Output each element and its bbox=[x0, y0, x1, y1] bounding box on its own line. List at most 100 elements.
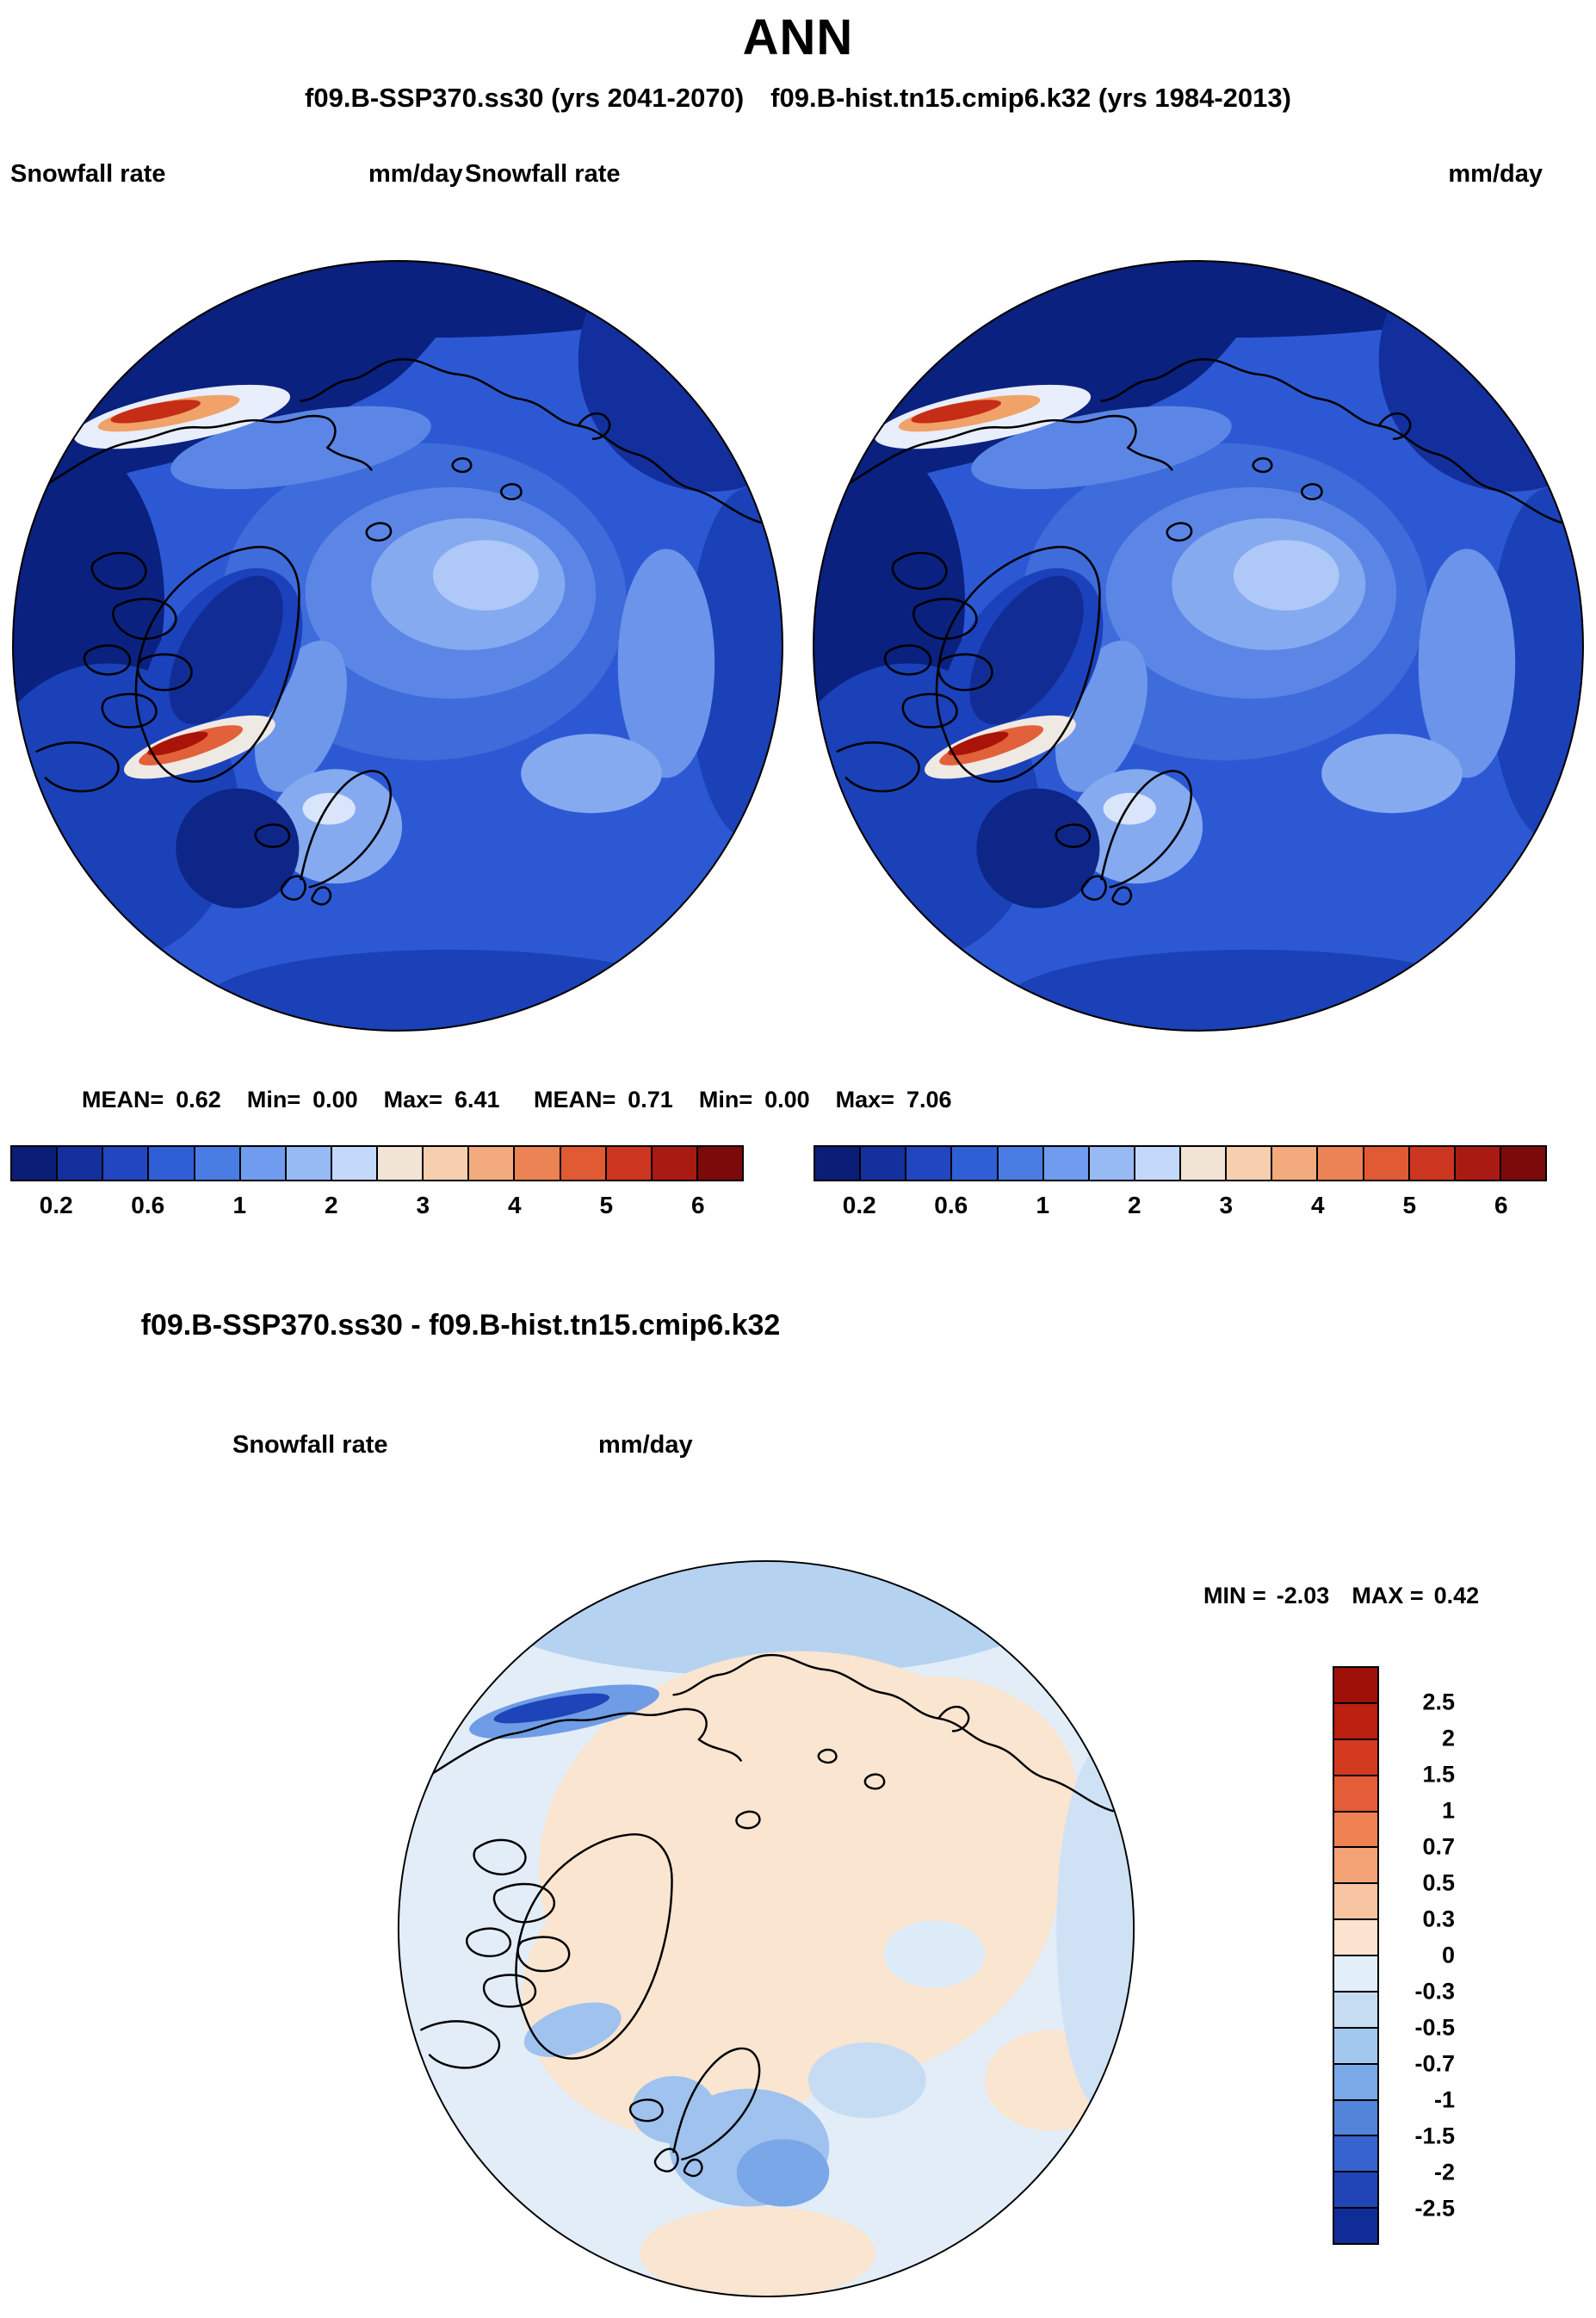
colorbar-segment bbox=[1334, 2064, 1377, 2101]
colorbar-segment bbox=[424, 1147, 470, 1180]
panel1-mean-label: MEAN= bbox=[82, 1087, 164, 1113]
diff-stats: MIN = -2.03 MAX = 0.42 bbox=[1203, 1583, 1501, 1609]
colorbar-segment bbox=[286, 1147, 332, 1180]
panel2-stats: MEAN= 0.71 Min= 0.00 Max= 7.06 bbox=[534, 1087, 978, 1113]
colorbar-tick-label: 1 bbox=[232, 1192, 247, 1218]
colorbar-segment bbox=[149, 1147, 195, 1180]
diff-title: f09.B-SSP370.ss30 - f09.B-hist.tn15.cmip… bbox=[140, 1309, 781, 1342]
colorbar-segment bbox=[1089, 1147, 1135, 1180]
diff-colorbar-label: 1 bbox=[1441, 1797, 1455, 1824]
panel1-max-value: 6.41 bbox=[454, 1087, 500, 1113]
panel1-min-value: 0.00 bbox=[312, 1087, 358, 1113]
panel2-mean-value: 0.71 bbox=[628, 1087, 673, 1113]
colorbar-segment bbox=[1334, 2136, 1377, 2173]
colorbar-tick-label: 3 bbox=[416, 1192, 430, 1218]
colorbar-segment bbox=[1227, 1147, 1273, 1180]
colorbar-segment bbox=[652, 1147, 698, 1180]
colorbar-segment bbox=[1181, 1147, 1228, 1180]
colorbar-segment bbox=[1334, 1668, 1377, 1704]
diff-colorbar bbox=[1333, 1666, 1379, 2245]
colorbar-tick-label: 0.6 bbox=[934, 1192, 968, 1218]
colorbar-segment bbox=[1334, 2028, 1377, 2065]
panel1-mean-value: 0.62 bbox=[176, 1087, 221, 1113]
colorbar-segment bbox=[331, 1147, 378, 1180]
colorbar-segment bbox=[998, 1147, 1044, 1180]
colorbar-segment bbox=[12, 1147, 59, 1180]
panel2-units-label: mm/day bbox=[1448, 160, 1543, 188]
diff-max-label: MAX = bbox=[1352, 1583, 1424, 1608]
colorbar-segment bbox=[1455, 1147, 1501, 1180]
colorbar-tick-label: 3 bbox=[1219, 1192, 1234, 1218]
diff-colorbar-label: 1.5 bbox=[1422, 1761, 1455, 1788]
snowfall-map-hist bbox=[811, 258, 1586, 1033]
colorbar-segment bbox=[1334, 2100, 1377, 2137]
diff-colorbar-label: -0.3 bbox=[1414, 1978, 1455, 2005]
panel2-min-label: Min= bbox=[698, 1087, 753, 1113]
panel2-max-value: 7.06 bbox=[906, 1087, 952, 1113]
colorbar-segment bbox=[103, 1147, 150, 1180]
colorbar-tick-label: 0.2 bbox=[842, 1192, 876, 1218]
colorbar-panel1 bbox=[10, 1145, 744, 1181]
diff-min-value: -2.03 bbox=[1276, 1583, 1330, 1608]
snowfall-diff-map-svg bbox=[396, 1559, 1136, 2299]
diff-colorbar-label: 0 bbox=[1441, 1942, 1455, 1968]
colorbar-segment bbox=[1272, 1147, 1319, 1180]
colorbar-tick-label: 5 bbox=[1402, 1192, 1417, 1218]
colorbar-segment bbox=[560, 1147, 607, 1180]
snowfall-map-hist-svg bbox=[811, 258, 1586, 1033]
diff-colorbar-label: -0.7 bbox=[1414, 2050, 1455, 2077]
colorbar-segment bbox=[378, 1147, 424, 1180]
panel1-min-label: Min= bbox=[246, 1087, 301, 1113]
colorbar-segment bbox=[1135, 1147, 1181, 1180]
diff-units-label: mm/day bbox=[598, 1431, 693, 1459]
colorbar-segment bbox=[697, 1147, 742, 1180]
panel2-field-label: Snowfall rate bbox=[465, 160, 621, 188]
colorbar-tick-label: 6 bbox=[690, 1192, 705, 1218]
colorbar-segment bbox=[1318, 1147, 1364, 1180]
diff-colorbar-label: 0.7 bbox=[1422, 1833, 1455, 1860]
diff-colorbar-label: 0.5 bbox=[1422, 1869, 1455, 1896]
diff-colorbar-label: -0.5 bbox=[1414, 2014, 1455, 2041]
colorbar-segment bbox=[952, 1147, 999, 1180]
colorbar-tick-label: 5 bbox=[599, 1192, 614, 1218]
diff-colorbar-label: -2.5 bbox=[1414, 2195, 1455, 2222]
colorbar-tick-label: 4 bbox=[507, 1192, 522, 1218]
colorbar-segment bbox=[58, 1147, 104, 1180]
colorbar-segment bbox=[1334, 1920, 1377, 1956]
colorbar-segment bbox=[606, 1147, 653, 1180]
colorbar-tick-label: 2 bbox=[324, 1192, 338, 1218]
colorbar-panel2-ticks: 0.2 0.6 1 2 3 4 5 6 bbox=[813, 1192, 1547, 1224]
colorbar-segment bbox=[861, 1147, 907, 1180]
colorbar-segment bbox=[1500, 1147, 1545, 1180]
colorbar-segment bbox=[515, 1147, 561, 1180]
diff-field-label: Snowfall rate bbox=[232, 1431, 388, 1459]
colorbar-segment bbox=[1334, 2172, 1377, 2210]
panel2-max-label: Max= bbox=[835, 1087, 894, 1113]
colorbar-segment bbox=[1334, 1776, 1377, 1813]
colorbar-segment bbox=[1409, 1147, 1456, 1180]
colorbar-segment bbox=[815, 1147, 862, 1180]
diff-colorbar-label: 0.3 bbox=[1422, 1906, 1455, 1932]
panel2-min-value: 0.00 bbox=[764, 1087, 810, 1113]
colorbar-segment bbox=[469, 1147, 516, 1180]
snowfall-map-ssp370 bbox=[10, 258, 785, 1033]
colorbar-segment bbox=[1334, 1812, 1377, 1849]
colorbar-segment bbox=[906, 1147, 953, 1180]
diff-max-value: 0.42 bbox=[1433, 1583, 1480, 1608]
diff-colorbar-label: -1.5 bbox=[1414, 2123, 1455, 2149]
diff-colorbar-label: 2.5 bbox=[1422, 1689, 1455, 1715]
colorbar-tick-label: 0.6 bbox=[131, 1192, 165, 1218]
panel1-stats: MEAN= 0.62 Min= 0.00 Max= 6.41 bbox=[82, 1087, 526, 1113]
panel1-max-label: Max= bbox=[383, 1087, 442, 1113]
diff-colorbar-label: 2 bbox=[1441, 1725, 1455, 1751]
colorbar-segment bbox=[1334, 2209, 1377, 2243]
panel2-mean-label: MEAN= bbox=[534, 1087, 616, 1113]
colorbar-tick-label: 2 bbox=[1127, 1192, 1141, 1218]
colorbar-segment bbox=[1334, 1848, 1377, 1885]
colorbar-segment bbox=[1334, 1703, 1377, 1740]
colorbar-tick-label: 4 bbox=[1310, 1192, 1325, 1218]
colorbar-segment bbox=[1334, 1992, 1377, 2029]
diff-colorbar-label: -1 bbox=[1433, 2086, 1455, 2113]
colorbar-panel2 bbox=[813, 1145, 1547, 1181]
